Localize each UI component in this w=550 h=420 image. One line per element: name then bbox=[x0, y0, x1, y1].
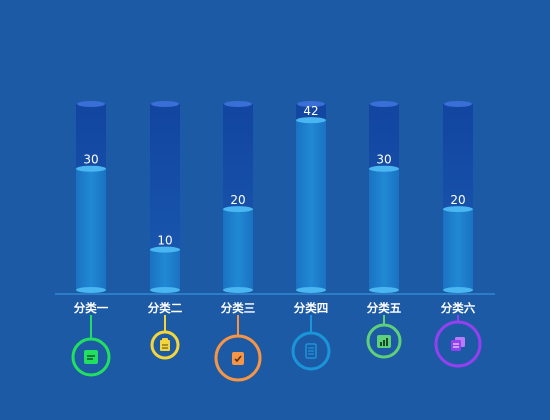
icon-ring bbox=[214, 334, 262, 382]
bar bbox=[150, 249, 180, 290]
bar-top-cap bbox=[76, 165, 106, 172]
category-label: 分类六 bbox=[441, 301, 476, 315]
bar-base bbox=[296, 287, 326, 293]
icon-ring bbox=[291, 331, 331, 371]
data-label: 20 bbox=[450, 193, 465, 207]
bar-tracks bbox=[76, 101, 473, 290]
bar bbox=[443, 209, 473, 290]
document-icon bbox=[71, 315, 111, 377]
bar-base bbox=[223, 287, 253, 293]
bar-base bbox=[76, 287, 106, 293]
data-label: 30 bbox=[83, 153, 98, 167]
bar-top-cap bbox=[443, 206, 473, 213]
bar bbox=[296, 120, 326, 290]
bar-top-cap bbox=[369, 165, 399, 172]
bar-top-cap bbox=[223, 206, 253, 213]
category-label: 分类三 bbox=[221, 301, 256, 315]
checklist-icon bbox=[214, 315, 262, 382]
category-label: 分类五 bbox=[367, 301, 402, 315]
bars: 30 10 20 42 30 20 bbox=[76, 104, 473, 293]
bar-base bbox=[150, 287, 180, 293]
data-label: 42 bbox=[303, 104, 318, 118]
bar bbox=[76, 168, 106, 290]
bar-top-cap bbox=[296, 117, 326, 124]
bar-track-cap bbox=[224, 101, 252, 107]
icon-ring bbox=[366, 323, 402, 359]
bar bbox=[369, 168, 399, 290]
icon-ring bbox=[434, 320, 482, 368]
bar-track-cap bbox=[370, 101, 398, 107]
bar-top-cap bbox=[150, 246, 180, 253]
bar-base bbox=[369, 287, 399, 293]
data-label: 10 bbox=[157, 234, 172, 248]
data-label: 20 bbox=[230, 193, 245, 207]
bar bbox=[223, 209, 253, 290]
category-label: 分类一 bbox=[74, 301, 109, 315]
files-icon bbox=[434, 315, 482, 368]
category-label: 分类四 bbox=[294, 301, 329, 315]
bar-track-cap bbox=[297, 101, 325, 107]
clipboard-icon bbox=[150, 315, 180, 360]
bar-track-cap bbox=[77, 101, 105, 107]
data-label: 30 bbox=[376, 153, 391, 167]
category-labels: 分类一 分类二 分类三 分类四 分类五 分类六 bbox=[74, 301, 476, 315]
category-label: 分类二 bbox=[148, 301, 183, 315]
calculator-icon bbox=[291, 315, 331, 371]
icon-ring bbox=[150, 330, 180, 360]
bar-base bbox=[443, 287, 473, 293]
icon-ring bbox=[71, 337, 111, 377]
bar-track-cap bbox=[444, 101, 472, 107]
bar-track-cap bbox=[151, 101, 179, 107]
bar-chart-icon bbox=[366, 315, 402, 359]
category-icons bbox=[71, 315, 482, 382]
